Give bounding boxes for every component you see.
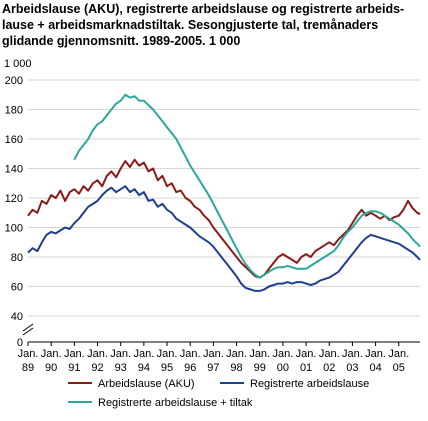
y-unit-label: 1 000 (4, 58, 32, 70)
y-tick-label: 0 (17, 337, 23, 349)
legend-label: Arbeidslause (AKU) (98, 378, 195, 390)
x-tick-label: Jan. (64, 348, 85, 360)
x-tick-label: Jan. (365, 348, 386, 360)
x-tick-label: Jan. (319, 348, 340, 360)
grid-lines (28, 79, 420, 343)
axis-break-mark (22, 323, 34, 332)
x-tick-year: 99 (254, 362, 266, 374)
x-tick-label: Jan. (157, 348, 178, 360)
x-tick-year: 05 (393, 362, 405, 374)
series-lines (27, 93, 421, 292)
y-tick-label: 80 (11, 252, 23, 264)
y-tick-label: 100 (5, 223, 23, 235)
x-tick-label: Jan. (203, 348, 224, 360)
legend: Arbeidslause (AKU) Registrerte arbeidslau… (68, 378, 369, 409)
x-tick-year: 02 (323, 362, 335, 374)
x-tick-year: 91 (68, 362, 80, 374)
y-tick-label: 120 (5, 193, 23, 205)
x-tick-year: 92 (91, 362, 103, 374)
x-tick-label: Jan. (110, 348, 131, 360)
x-tick-label: Jan. (388, 348, 409, 360)
x-tick-label: Jan. (18, 348, 39, 360)
x-tick-year: 96 (184, 362, 196, 374)
y-tick-label: 140 (5, 164, 23, 176)
x-tick-label: Jan. (296, 348, 317, 360)
x-tick-year: 03 (346, 362, 358, 374)
x-tick-year: 97 (207, 362, 219, 374)
x-tick-year: 98 (230, 362, 242, 374)
y-tick-label: 180 (5, 105, 23, 117)
x-tick-year: 93 (115, 362, 127, 374)
x-tick-year: 01 (300, 362, 312, 374)
x-tick-label: Jan. (249, 348, 270, 360)
series-line-3 (73, 93, 421, 279)
x-tick-year: 95 (161, 362, 173, 374)
x-tick-label: Jan. (41, 348, 62, 360)
x-tick-year: 89 (22, 362, 34, 374)
x-tick-year: 04 (369, 362, 381, 374)
x-tick-label: Jan. (180, 348, 201, 360)
x-tick-year: 94 (138, 362, 150, 374)
x-tick-label: Jan. (133, 348, 154, 360)
x-tick-year: 00 (277, 362, 289, 374)
legend-label: Registrerte arbeidslause (250, 378, 369, 390)
x-tick-year: 90 (45, 362, 57, 374)
y-tick-label: 60 (11, 282, 23, 294)
y-tick-label: 160 (5, 134, 23, 146)
series-line-1 (27, 158, 421, 279)
legend-label: Registrerte arbeidslause + tiltak (98, 397, 253, 409)
y-tick-label: 200 (5, 75, 23, 87)
x-tick-label: Jan. (272, 348, 293, 360)
x-tick-label: Jan. (87, 348, 108, 360)
y-axis-ticks: 1 000 0 40 60 80 100 120 140 160 180 200 (4, 58, 34, 349)
x-axis-ticks: Jan. 89 Jan. 90 Jan. 91 Jan. 92 Jan. 93 Jan. 94 Jan.… (18, 342, 409, 374)
x-tick-label: Jan. (226, 348, 247, 360)
x-tick-label: Jan. (342, 348, 363, 360)
y-tick-label: 40 (11, 311, 23, 323)
series-line-2 (27, 185, 421, 292)
chart-title: Arbeidslause (AKU), registrerte arbeidsl… (2, 2, 405, 48)
axis-break-mark (22, 327, 34, 336)
